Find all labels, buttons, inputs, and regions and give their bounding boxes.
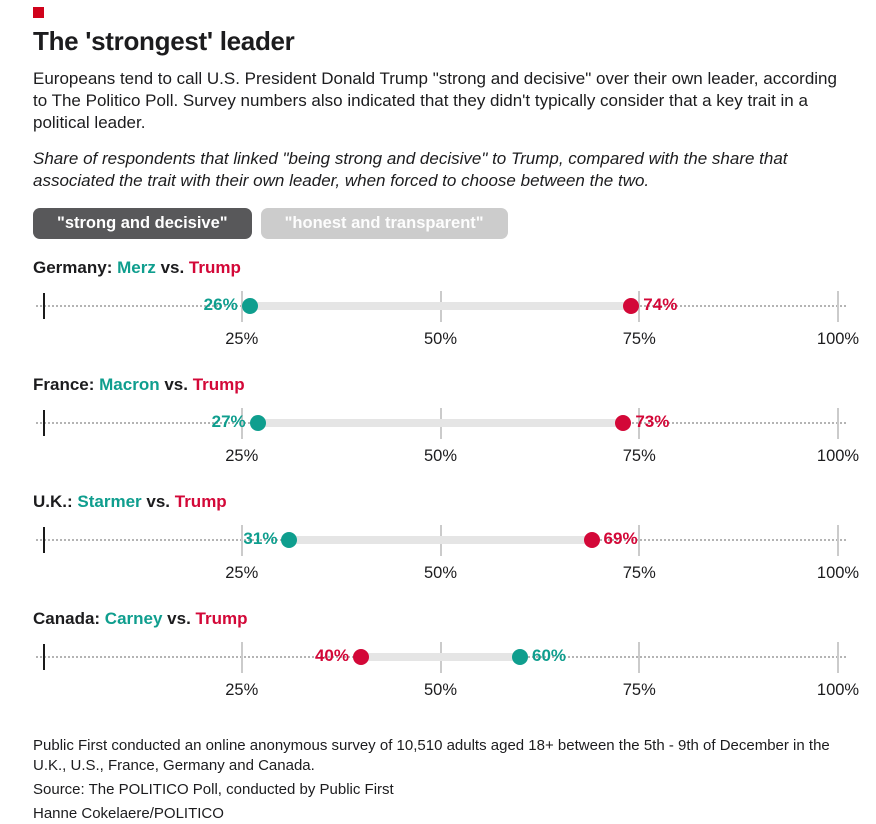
chart-footer: Public First conducted an online anonymo… (33, 736, 851, 824)
zero-axis-tick (43, 527, 45, 553)
country-name: Germany: (33, 258, 118, 277)
gridline-75 (638, 408, 641, 439)
country-row: U.K.: Starmer vs. Trump 31% 69% 25% 50% 75… (33, 492, 859, 586)
dumbbell-track: 26% 74% (36, 291, 846, 323)
trump-name: Trump (188, 258, 241, 277)
axis-label-25: 25% (225, 681, 259, 699)
x-axis-labels: 25% 50% 75% 100% (43, 681, 859, 703)
left-value-label: 26% (203, 295, 238, 314)
dumbbell-bar (289, 536, 592, 544)
trump-dot (353, 649, 369, 665)
leader-name: Merz (117, 258, 156, 277)
x-axis-labels: 25% 50% 75% 100% (43, 447, 859, 469)
country-name: France: (33, 375, 100, 394)
dumbbell-bar (361, 653, 520, 661)
axis-label-25: 25% (225, 447, 259, 465)
axis-label-50: 50% (423, 681, 458, 699)
country-row-label: France: Macron vs. Trump (33, 375, 851, 395)
left-value-label: 27% (211, 412, 246, 431)
x-axis-labels: 25% 50% 75% 100% (43, 564, 859, 586)
dumbbell-track: 40% 60% (36, 642, 846, 674)
axis-label-100: 100% (816, 681, 860, 699)
right-value-label: 73% (635, 412, 670, 431)
trump-dot (583, 532, 600, 548)
axis-label-50: 50% (423, 564, 458, 582)
right-value-label: 60% (532, 646, 567, 665)
gridline-75 (638, 642, 641, 673)
right-value-label: 69% (603, 529, 638, 548)
leader-dot (281, 532, 298, 548)
left-value-label: 40% (314, 646, 349, 665)
country-row: Canada: Carney vs. Trump 40% 60% 25% 50% 7… (33, 609, 859, 703)
dumbbell-track: 31% 69% (36, 525, 846, 557)
gridline-25 (240, 525, 243, 556)
axis-label-75: 75% (622, 681, 656, 699)
leader-dot (249, 415, 266, 431)
axis-label-75: 75% (622, 564, 656, 582)
x-axis-labels: 25% 50% 75% 100% (43, 330, 859, 352)
trump-name: Trump (195, 609, 248, 628)
country-row-label: U.K.: Starmer vs. Trump (33, 492, 851, 512)
dumbbell-bar (257, 419, 624, 427)
leader-name: Macron (99, 375, 160, 394)
vs-label: vs. (167, 609, 196, 628)
vs-label: vs. (160, 258, 189, 277)
footer-methodology: Public First conducted an online anonymo… (33, 737, 830, 774)
axis-label-75: 75% (622, 330, 656, 348)
leader-dot (241, 298, 258, 314)
page-title: The 'strongest' leader (33, 26, 295, 56)
toggle-strong-and-decisive[interactable]: "strong and decisive" (33, 208, 252, 239)
trump-name: Trump (192, 375, 245, 394)
axis-label-25: 25% (225, 330, 259, 348)
country-name: U.K.: (33, 492, 78, 511)
intro-paragraph: Europeans tend to call U.S. President Do… (33, 69, 837, 132)
axis-label-50: 50% (423, 330, 458, 348)
axis-label-25: 25% (225, 564, 259, 582)
trump-dot (623, 298, 640, 314)
country-row-label: Germany: Merz vs. Trump (33, 258, 851, 278)
methodology-note: Share of respondents that linked "being … (33, 149, 788, 190)
axis-label-100: 100% (816, 564, 860, 582)
brand-mark-red-square (33, 7, 44, 18)
footer-byline: Hanne Cokelaere/POLITICO (33, 805, 224, 822)
vs-label: vs. (164, 375, 193, 394)
trump-name: Trump (174, 492, 227, 511)
gridline-100 (837, 525, 839, 556)
dumbbell-bar (249, 302, 632, 310)
zero-axis-tick (43, 644, 45, 670)
gridline-75 (638, 525, 641, 556)
axis-label-100: 100% (816, 330, 860, 348)
country-name: Canada: (33, 609, 105, 628)
country-row: Germany: Merz vs. Trump 26% 74% 25% 50% 75… (33, 258, 859, 352)
footer-source: Source: The POLITICO Poll, conducted by … (33, 781, 394, 798)
axis-label-75: 75% (622, 447, 656, 465)
leader-dot (512, 649, 528, 665)
gridline-100 (837, 291, 839, 322)
zero-axis-tick (43, 293, 45, 319)
leader-name: Carney (104, 609, 163, 628)
zero-axis-tick (43, 410, 45, 436)
left-value-label: 31% (243, 529, 278, 548)
axis-label-50: 50% (423, 447, 458, 465)
dumbbell-track: 27% 73% (36, 408, 846, 440)
vs-label: vs. (146, 492, 175, 511)
country-row: France: Macron vs. Trump 27% 73% 25% 50% 7… (33, 375, 859, 469)
axis-label-100: 100% (816, 447, 860, 465)
country-row-label: Canada: Carney vs. Trump (33, 609, 851, 629)
trump-dot (615, 415, 632, 431)
leader-name: Starmer (77, 492, 142, 511)
trait-toggle-group: "strong and decisive" "honest and transp… (33, 208, 851, 239)
gridline-25 (240, 642, 243, 673)
right-value-label: 74% (643, 295, 678, 314)
gridline-100 (837, 408, 839, 439)
toggle-honest-and-transparent[interactable]: "honest and transparent" (260, 208, 508, 239)
gridline-100 (837, 642, 839, 673)
dumbbell-chart-rows: Germany: Merz vs. Trump 26% 74% 25% 50% 75… (33, 258, 859, 703)
gridline-25 (240, 408, 243, 439)
